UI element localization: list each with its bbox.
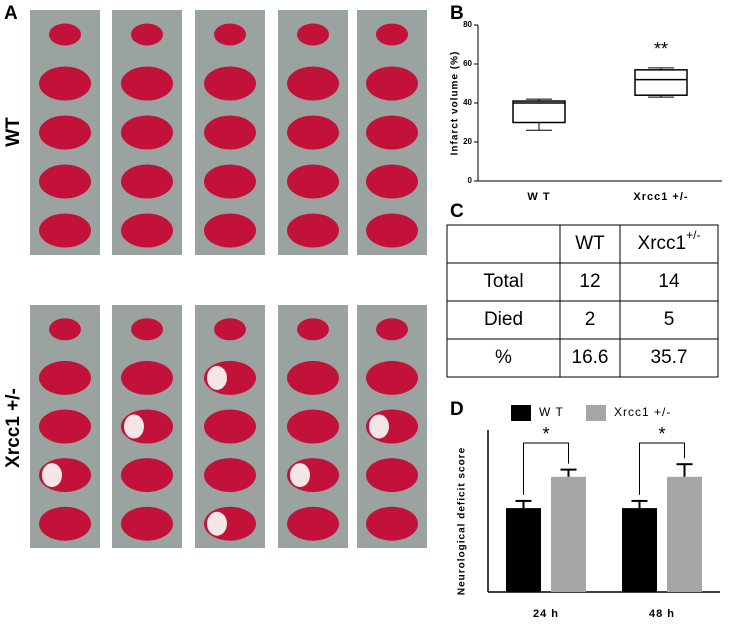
brain-slice [214, 318, 246, 341]
brain-slice [131, 318, 163, 341]
brain-slice [39, 213, 91, 248]
panel-label: A [4, 3, 18, 24]
brain-slice [287, 213, 339, 248]
brain-slice [131, 23, 163, 46]
brain-slice [39, 409, 91, 444]
brain-slice [204, 66, 256, 101]
brain-slice [287, 360, 339, 395]
row-label: WT [3, 117, 24, 147]
table-cell: 35.7 [651, 347, 688, 368]
brain-slice [204, 115, 256, 150]
bracket [639, 442, 685, 495]
y-tick-label: 0 [468, 176, 473, 185]
significance: * [658, 424, 665, 444]
brain-slice [121, 164, 173, 199]
brain-slice [121, 360, 173, 395]
table-cell: 12 [579, 271, 600, 292]
infarct [207, 365, 227, 390]
panel-label: D [450, 399, 464, 420]
brain-slice [366, 458, 418, 493]
box [634, 69, 688, 96]
brain-slice [39, 115, 91, 150]
brain-slice [287, 66, 339, 101]
infarct [207, 511, 227, 536]
bar [506, 508, 541, 592]
brain-slice [49, 23, 81, 46]
x-tick-label: 48 h [649, 608, 675, 620]
brain-slice [204, 409, 256, 444]
box [512, 100, 566, 124]
brain-slice [214, 23, 246, 46]
table-header: WT [575, 233, 605, 254]
brain-slice [39, 360, 91, 395]
brain-slice [121, 458, 173, 493]
brain-slice [376, 318, 408, 341]
header-sup: +/- [686, 228, 700, 242]
bracket [523, 442, 569, 495]
brain-slice [121, 506, 173, 541]
panel-label: B [450, 3, 464, 24]
brain-slice [366, 66, 418, 101]
brain-slice [39, 164, 91, 199]
brain-slice [366, 213, 418, 248]
table-cell: Died [484, 309, 523, 330]
brain-slice [287, 115, 339, 150]
brain-slice [121, 213, 173, 248]
brain-slice [287, 409, 339, 444]
legend-label: Xrcc1 +/- [614, 405, 671, 419]
panel-label: C [450, 201, 464, 222]
infarct [290, 463, 310, 488]
table-header: Xrcc1+/- [638, 228, 701, 254]
significance: ** [654, 39, 668, 59]
y-tick-label: 20 [463, 137, 472, 146]
table-cell: 2 [585, 309, 596, 330]
legend-swatch [586, 405, 606, 421]
brain-slice [366, 506, 418, 541]
y-tick-label: 40 [463, 98, 472, 107]
y-axis-title: Neurological deficit score [457, 447, 468, 595]
table-cell: 14 [658, 271, 680, 292]
brain-slice [366, 360, 418, 395]
brain-slice [297, 318, 329, 341]
row-label: Xrcc1 +/- [3, 388, 24, 468]
table-cell: 5 [664, 309, 675, 330]
brain-slice [121, 115, 173, 150]
brain-slice [376, 23, 408, 46]
bar [551, 476, 586, 592]
x-tick-label: Xrcc1 +/- [633, 191, 688, 203]
bar [667, 476, 702, 592]
brain-slice [297, 23, 329, 46]
table-cell: 16.6 [572, 347, 609, 368]
brain-slice [287, 506, 339, 541]
infarct [42, 463, 62, 488]
brain-slice [366, 164, 418, 199]
y-axis-title: Infarct volume (%) [450, 51, 461, 156]
x-tick-label: W T [527, 191, 550, 203]
brain-slice [204, 213, 256, 248]
infarct [124, 414, 144, 439]
brain-slice [366, 115, 418, 150]
y-tick-label: 60 [463, 59, 472, 68]
brain-slice [287, 164, 339, 199]
brain-slice [49, 318, 81, 341]
infarct [369, 414, 389, 439]
legend-swatch [511, 405, 531, 421]
brain-slice [121, 66, 173, 101]
brain-slice [39, 506, 91, 541]
legend-label: W T [539, 405, 564, 419]
brain-slice [39, 66, 91, 101]
table-cell: Total [483, 271, 523, 292]
brain-slice [204, 164, 256, 199]
significance: * [542, 424, 549, 444]
brain-slice [204, 458, 256, 493]
y-tick-label: 80 [463, 20, 472, 29]
table-cell: % [495, 347, 512, 368]
header-base: Xrcc1 [638, 233, 687, 254]
bar [622, 508, 657, 592]
x-tick-label: 24 h [533, 608, 559, 620]
